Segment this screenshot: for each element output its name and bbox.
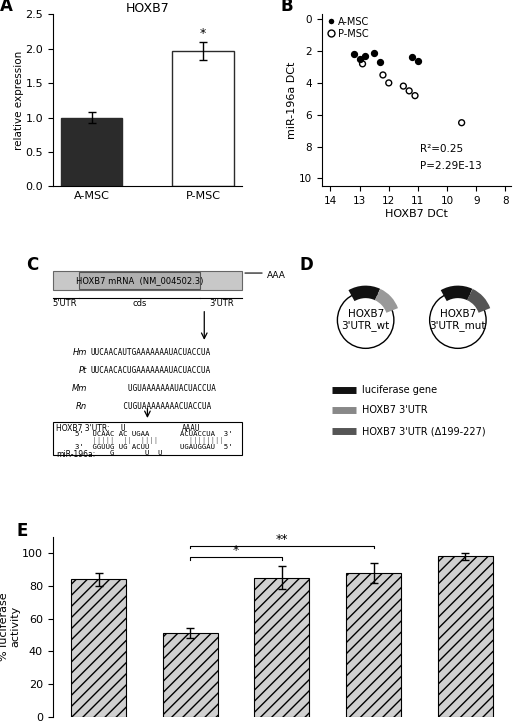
Text: CUGUAAAAAAAACUACCUA: CUGUAAAAAAAACUACCUA: [91, 402, 211, 411]
Point: [414, 55, 422, 67]
Bar: [346, 573, 401, 717]
Text: 5'UTR: 5'UTR: [53, 300, 77, 308]
Text: D: D: [300, 256, 314, 274]
Legend: A-MSC, P-MSC: A-MSC, P-MSC: [327, 16, 370, 40]
FancyBboxPatch shape: [53, 272, 242, 290]
Point: [379, 70, 387, 81]
Text: luciferase gene: luciferase gene: [362, 384, 437, 395]
Bar: [61, 117, 122, 186]
Text: Pt: Pt: [79, 366, 87, 375]
Circle shape: [430, 292, 486, 348]
Text: E: E: [16, 522, 27, 540]
Text: C: C: [26, 256, 38, 274]
Text: AAAU: AAAU: [181, 424, 200, 433]
Bar: [172, 51, 233, 186]
Point: [411, 90, 419, 101]
FancyBboxPatch shape: [53, 422, 242, 455]
Text: B: B: [280, 0, 292, 15]
Text: HOXB7 3'UTR (Δ199-227): HOXB7 3'UTR (Δ199-227): [362, 426, 485, 436]
Text: AAA: AAA: [267, 272, 286, 280]
Point: [405, 85, 413, 97]
Text: *: *: [233, 544, 239, 557]
Point: [385, 77, 393, 89]
Y-axis label: relative expression: relative expression: [14, 51, 24, 150]
Point: [361, 50, 369, 62]
Text: Hm: Hm: [72, 348, 87, 358]
Point: [408, 51, 416, 63]
Text: UUCAACACUGAAAAAAAUACUACCUA: UUCAACACUGAAAAAAAUACUACCUA: [91, 366, 211, 375]
Bar: [163, 634, 218, 717]
Bar: [71, 579, 126, 717]
Text: G       U  U: G U U: [110, 450, 162, 456]
Text: |||||  ||  ||||       ||||||||: ||||| || |||| ||||||||: [75, 437, 224, 445]
Y-axis label: miR-196a DCt: miR-196a DCt: [288, 62, 298, 139]
Text: R²=0.25: R²=0.25: [420, 144, 463, 154]
Point: [376, 56, 384, 68]
Text: U: U: [121, 424, 125, 433]
Point: [457, 117, 466, 128]
X-axis label: HOXB7 DCt: HOXB7 DCt: [385, 209, 448, 219]
Text: 3'UTR: 3'UTR: [209, 300, 233, 308]
Y-axis label: % luciferase
activity: % luciferase activity: [0, 592, 21, 661]
Text: HOXB7
3'UTR_wt: HOXB7 3'UTR_wt: [341, 309, 390, 332]
Point: [358, 58, 367, 70]
FancyBboxPatch shape: [79, 272, 200, 289]
Text: Rn: Rn: [76, 402, 87, 411]
Text: A: A: [0, 0, 13, 15]
Text: P=2.29E-13: P=2.29E-13: [420, 161, 482, 171]
Title: HOXB7: HOXB7: [125, 1, 169, 14]
Text: UUCAACAUTGAAAAAAAUACUACCUA: UUCAACAUTGAAAAAAAUACUACCUA: [91, 348, 211, 358]
Point: [370, 47, 378, 59]
Bar: [255, 578, 309, 717]
Circle shape: [337, 292, 394, 348]
Text: HOXB7 mRNA  (NM_004502.3): HOXB7 mRNA (NM_004502.3): [76, 276, 203, 285]
Text: **: **: [276, 533, 288, 546]
Text: UGUAAAAAAAUACUACCUA: UGUAAAAAAAUACUACCUA: [91, 384, 216, 393]
Text: HOXB7 3'UTR:: HOXB7 3'UTR:: [56, 424, 110, 433]
Text: HOXB7 3'UTR: HOXB7 3'UTR: [362, 405, 427, 416]
Text: miR-196a:: miR-196a:: [56, 450, 96, 459]
Text: cds: cds: [133, 300, 147, 308]
Text: Mm: Mm: [72, 384, 87, 393]
Point: [399, 80, 407, 92]
Text: HOXB7
3'UTR_mut: HOXB7 3'UTR_mut: [430, 309, 486, 332]
Bar: [438, 556, 493, 717]
Text: 5'  UCAAC AC UGAA       ACUACCUA  3': 5' UCAAC AC UGAA ACUACCUA 3': [75, 431, 233, 437]
Text: 3'  GGUUG UG ACUU       UGAUGGAU  5': 3' GGUUG UG ACUU UGAUGGAU 5': [75, 444, 233, 450]
Text: *: *: [200, 27, 206, 40]
Point: [349, 49, 358, 60]
Point: [355, 54, 364, 65]
